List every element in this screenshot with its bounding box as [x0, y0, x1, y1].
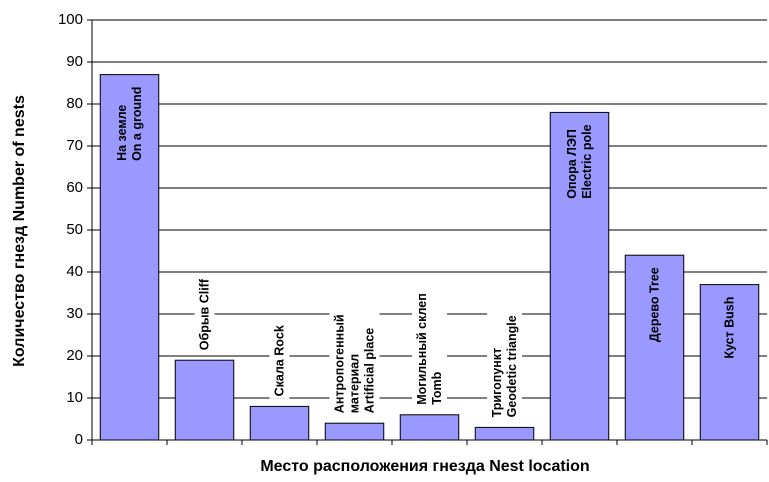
bar-label-backdrop	[269, 323, 290, 399]
y-axis-title: Количество гнезд Number of nests	[11, 95, 28, 367]
bar	[99, 74, 160, 441]
y-tick-label: 20	[66, 347, 83, 364]
bar	[549, 111, 610, 441]
bar-label-backdrop	[329, 312, 380, 416]
bar-label: ТригопунктGeodetic triangle	[490, 315, 519, 417]
bar	[699, 284, 760, 441]
bar-label-backdrop	[412, 291, 447, 407]
bar-label-line: Обрыв Cliff	[198, 278, 212, 350]
bar-label-line: На земле	[115, 105, 129, 161]
bar-label-line: Скала Rock	[273, 325, 287, 396]
bar-label: На землеOn a ground	[115, 87, 144, 161]
bar	[249, 405, 310, 441]
bar-label-line: Куст Bush	[723, 297, 737, 359]
bar-label: Опора ЛЭПElectric pole	[565, 124, 594, 198]
bar-label: Могильный склепTomb	[415, 293, 444, 405]
bar-label-line: Тригопункт	[490, 348, 504, 418]
bar-label-line: Artificial place	[363, 328, 377, 413]
bar-label-line: Опора ЛЭП	[565, 129, 579, 199]
bar-label: Скала Rock	[273, 325, 287, 396]
y-tick-label: 90	[66, 53, 83, 70]
bar	[399, 414, 460, 441]
bar	[624, 254, 685, 441]
bar-label: Дерево Tree	[648, 267, 662, 342]
bar-label-line: Антропогенный	[333, 314, 347, 413]
y-tick-label: 0	[75, 431, 83, 448]
y-tick-label: 70	[66, 137, 83, 154]
bar	[324, 422, 385, 441]
y-tick-label: 100	[58, 11, 83, 28]
bar-label-line: Могильный склеп	[415, 293, 429, 405]
y-tick-label: 60	[66, 179, 83, 196]
bar-label: Обрыв Cliff	[198, 278, 212, 350]
bar-label-line: On a ground	[130, 87, 144, 161]
y-tick-label: 40	[66, 263, 83, 280]
axis-layer	[87, 19, 768, 445]
bar	[474, 426, 535, 441]
y-tick-label: 50	[66, 221, 83, 238]
x-axis-title: Место расположения гнезда Nest location	[260, 458, 589, 475]
bar-label: АнтропогенныйматериалArtificial place	[333, 314, 377, 413]
bar	[174, 359, 235, 441]
bar-label-line: Tomb	[430, 371, 444, 404]
y-tick-label: 80	[66, 95, 83, 112]
bar-label-line: Дерево Tree	[648, 267, 662, 342]
label-layer: 0 10 20 30 40 50 60 70 80 90 100 На землеOn a groun…	[58, 11, 737, 448]
bar-label-line: Geodetic triangle	[505, 315, 519, 417]
bar-label-backdrop	[487, 313, 522, 420]
y-tick-label: 30	[66, 305, 83, 322]
y-tick-label: 10	[66, 389, 83, 406]
bar-label: Куст Bush	[723, 297, 737, 359]
bar-label-backdrop	[194, 276, 215, 353]
bar-label-line: материал	[348, 354, 362, 413]
bar-label-line: Electric pole	[580, 124, 594, 198]
